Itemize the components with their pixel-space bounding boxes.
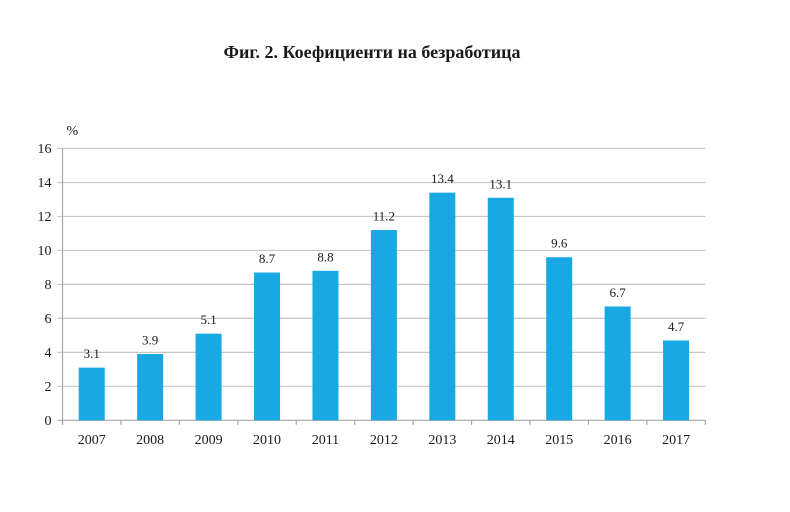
svg-text:13.4: 13.4 bbox=[431, 171, 454, 186]
svg-text:2010: 2010 bbox=[253, 433, 281, 448]
svg-text:8.8: 8.8 bbox=[317, 249, 333, 264]
svg-text:2017: 2017 bbox=[662, 433, 690, 448]
svg-text:12: 12 bbox=[38, 210, 52, 225]
svg-text:2014: 2014 bbox=[487, 433, 515, 448]
svg-text:2007: 2007 bbox=[78, 433, 106, 448]
svg-text:6.7: 6.7 bbox=[610, 285, 627, 300]
svg-text:4: 4 bbox=[45, 346, 52, 361]
svg-text:2: 2 bbox=[45, 380, 52, 395]
svg-text:Фиг. 2. Коефициенти на безрабо: Фиг. 2. Коефициенти на безработица bbox=[224, 42, 521, 62]
svg-text:8.7: 8.7 bbox=[259, 251, 276, 266]
svg-text:16: 16 bbox=[38, 142, 52, 157]
svg-text:8: 8 bbox=[45, 278, 52, 293]
svg-text:13.1: 13.1 bbox=[489, 176, 512, 191]
svg-text:2008: 2008 bbox=[136, 433, 164, 448]
svg-text:10: 10 bbox=[38, 244, 52, 259]
svg-text:2015: 2015 bbox=[545, 433, 573, 448]
svg-text:2009: 2009 bbox=[195, 433, 223, 448]
svg-text:9.6: 9.6 bbox=[551, 236, 568, 251]
svg-text:6: 6 bbox=[45, 312, 52, 327]
svg-text:%: % bbox=[67, 124, 79, 139]
svg-text:0: 0 bbox=[45, 414, 52, 429]
svg-text:5.1: 5.1 bbox=[200, 312, 216, 327]
svg-text:14: 14 bbox=[38, 176, 52, 191]
svg-text:3.1: 3.1 bbox=[84, 346, 100, 361]
svg-text:2016: 2016 bbox=[604, 433, 632, 448]
svg-text:4.7: 4.7 bbox=[668, 319, 685, 334]
svg-text:2011: 2011 bbox=[312, 433, 339, 448]
svg-text:2013: 2013 bbox=[428, 433, 456, 448]
svg-text:3.9: 3.9 bbox=[142, 333, 158, 348]
svg-text:11.2: 11.2 bbox=[373, 209, 395, 224]
svg-text:2012: 2012 bbox=[370, 433, 398, 448]
